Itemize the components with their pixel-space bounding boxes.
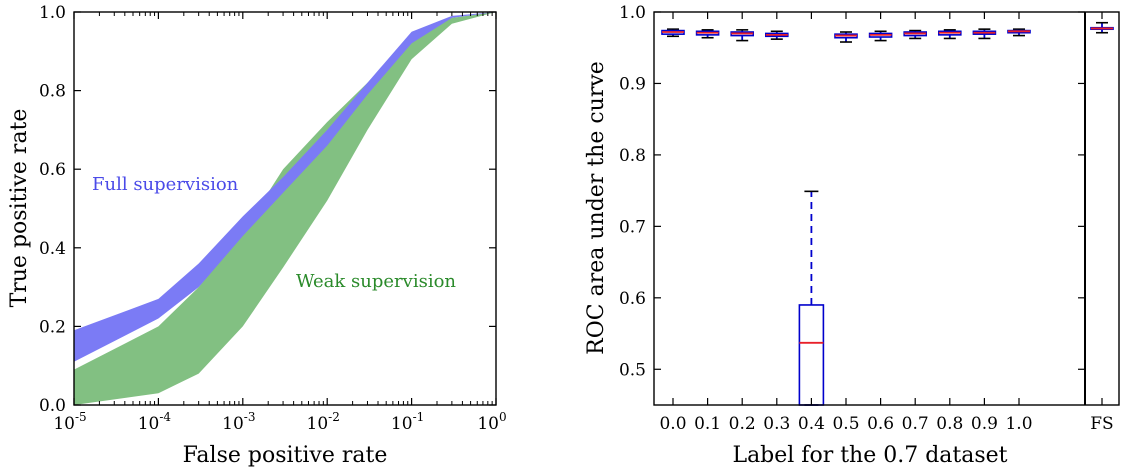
x-tick-label: 100 [477,410,506,434]
box-0.6 [868,30,893,42]
y-tick-label: 0.8 [619,146,646,166]
box-0.9 [972,28,997,40]
x-tick-label: 10-5 [53,410,86,434]
full-supervision-band [74,12,496,362]
box-FS [1090,21,1114,34]
x-tick-label: 10-2 [307,410,340,434]
x-tick-label: 10-3 [222,410,255,434]
y-tick-label: 0.9 [619,74,646,94]
roc-x-axis-label: False positive rate [183,443,388,468]
weak-supervision-annotation: Weak supervision [296,271,456,292]
roc-curve-chart: 10-5 10-4 10-3 10-2 10-1 100 0.0 0.2 0.4 0.6 0.8 1.… [7,3,507,468]
roc-curve-frame [73,11,497,406]
boxplot-frame [653,11,1120,406]
box-0.4 [798,190,825,406]
box-0.7 [903,29,928,40]
x-tick-label: 10-4 [138,410,172,434]
x-tick-label: 0.3 [763,414,790,434]
x-tick-label: 0.5 [832,414,859,434]
y-tick-label: 0.4 [39,239,66,259]
boxplot-x-axis-label: Label for the 0.7 dataset [732,443,1007,468]
x-tick-label: 0.9 [971,414,998,434]
full-supervision-annotation: Full supervision [92,174,239,195]
box-1.0 [1007,28,1031,37]
roc-curve-axes: 10-5 10-4 10-3 10-2 10-1 100 0.0 0.2 0.4 0.6 0.8 1.… [39,3,507,434]
boxplot-y-axis-label: ROC area under the curve [584,61,609,355]
y-tick-label: 0.5 [619,360,646,380]
x-tick-label: 0.2 [729,414,756,434]
x-tick-label: 0.4 [798,414,825,434]
y-tick-label: 0.8 [39,82,66,102]
y-tick-label: 0.7 [619,217,646,237]
box-0.8 [937,29,962,40]
x-tick-label: 0.1 [694,414,721,434]
y-tick-label: 0.6 [619,289,646,309]
roc-y-axis-label: True positive rate [7,109,32,308]
x-tick-label: 0.0 [659,414,686,434]
x-tick-label: 10-1 [391,410,424,434]
x-tick-label: FS [1090,414,1113,434]
y-tick-label: 0.0 [39,396,66,416]
roc-auc-boxplot-chart: 0.5 0.6 0.7 0.8 0.9 1.0 0.0 0.1 0.2 0.3 0.4 0.5 0.6 0… [584,3,1120,468]
box-0.3 [764,30,789,40]
box-0.0 [661,28,685,38]
x-tick-label: 0.6 [867,414,894,434]
y-tick-label: 1.0 [619,3,646,23]
box-0.2 [730,29,755,42]
box-0.1 [695,29,720,39]
x-tick-label: 0.8 [936,414,963,434]
boxplot-plot-area [661,21,1114,406]
x-tick-label: 1.0 [1005,414,1032,434]
iqr-box [798,304,825,406]
weak-supervision-band [74,12,496,405]
y-tick-label: 0.6 [39,160,66,180]
roc-curve-plot-area [74,12,496,405]
boxplot-axes: 0.5 0.6 0.7 0.8 0.9 1.0 0.0 0.1 0.2 0.3 0.4 0.5 0.6 0… [619,3,1114,434]
y-tick-label: 0.2 [39,317,66,337]
x-tick-label: 0.7 [902,414,929,434]
y-tick-label: 1.0 [39,3,66,23]
box-0.5 [834,31,858,43]
